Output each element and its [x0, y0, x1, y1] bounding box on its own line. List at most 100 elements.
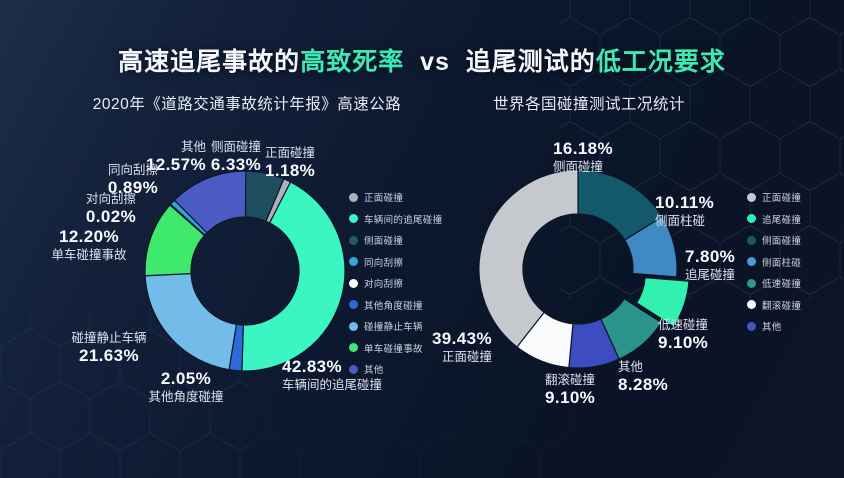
percent-value: 9.10%	[545, 388, 596, 408]
legend-dot-icon	[349, 214, 358, 223]
legend-item: 侧面柱碰	[747, 255, 801, 269]
category-label: 其他	[180, 140, 206, 154]
percent-value: 39.43%	[431, 329, 492, 348]
legend-label: 碰撞静止车辆	[364, 322, 423, 333]
chart-annotation: 翻滚碰撞 9.10%	[545, 372, 595, 408]
donut-segment-车辆间的追尾碰撞	[241, 181, 346, 372]
legend-dot-icon	[349, 278, 358, 288]
legend-item: 碰撞静止车辆	[349, 319, 442, 333]
legend-dot-icon	[349, 192, 358, 202]
left-chart-title: 2020年《道路交通事故统计年报》高速公路	[92, 96, 402, 113]
donut-segment-追尾碰撞	[635, 276, 690, 328]
title-part: vs	[404, 48, 466, 76]
legend-item: 正面碰撞	[349, 190, 442, 204]
percent-value: 12.57%	[145, 155, 206, 175]
legend-dot-icon	[349, 343, 358, 352]
category-label: 翻滚碰撞	[545, 373, 596, 387]
category-label: 其他	[618, 360, 644, 374]
legend-item: 车辆间的追尾碰撞	[349, 212, 442, 226]
hex-region-right	[560, 0, 844, 300]
percent-value: 0.02%	[85, 207, 137, 227]
chart-annotation: 10.11% 侧面柱碰	[655, 193, 714, 229]
category-label: 碰撞静止车辆	[71, 331, 147, 345]
chart-annotation: 碰撞静止车辆 21.63%	[71, 330, 146, 366]
category-label: 对向刮擦	[85, 192, 137, 206]
legend-dot-icon	[349, 300, 358, 309]
hex-region-bottom	[250, 400, 570, 478]
category-label: 同向刮擦	[107, 163, 159, 177]
chart-annotation: 16.18% 侧面碰撞	[553, 139, 613, 175]
chart-annotation: 其他 8.28%	[618, 359, 668, 395]
legend-label: 其他	[762, 322, 782, 333]
legend-label: 正面碰撞	[364, 193, 404, 204]
right-chart-title: 世界各国碰撞测试工况统计	[492, 96, 686, 113]
legend-item: 单车碰撞事故	[349, 341, 442, 355]
donut-chart-0	[144, 170, 346, 372]
legend-dot-icon	[747, 257, 756, 266]
legend-label: 低速碰撞	[762, 279, 802, 290]
category-label: 侧面碰撞	[553, 159, 604, 174]
donut-segment-正面碰撞	[478, 169, 579, 348]
legend-dot-icon	[747, 278, 756, 288]
legend-item: 侧面碰撞	[349, 233, 442, 247]
legend-label: 其他角度碰撞	[364, 300, 423, 312]
percent-value: 42.83%	[282, 357, 343, 376]
legend-item: 同向刮擦	[349, 255, 442, 269]
legend-dot-icon	[349, 235, 358, 245]
chart-annotation: 其他 12.57%	[146, 139, 206, 175]
legend-label: 车辆间的追尾碰撞	[364, 214, 443, 226]
title-part: 高速追尾事故的	[118, 48, 301, 76]
percent-value: 7.80%	[685, 247, 736, 266]
legend-item: 其他	[349, 362, 442, 376]
legend-item: 翻滚碰撞	[747, 298, 801, 312]
title-part: 低工况要求	[595, 48, 726, 76]
legend-label: 翻滚碰撞	[762, 300, 802, 312]
legend-label: 侧面碰撞	[364, 236, 404, 247]
percent-value: 0.89%	[107, 178, 159, 198]
percent-value: 16.18%	[553, 139, 614, 158]
category-label: 追尾碰撞	[685, 267, 736, 282]
percent-value: 21.63%	[78, 346, 140, 366]
legend-dot-icon	[349, 364, 358, 374]
category-label: 正面碰撞	[265, 146, 316, 160]
percent-value: 12.20%	[58, 227, 120, 246]
category-label: 正面碰撞	[441, 349, 492, 364]
legend-label: 对向刮擦	[364, 279, 404, 290]
donut-chart-1	[478, 169, 690, 369]
legend-label: 正面碰撞	[762, 193, 802, 204]
legend-item: 其他角度碰撞	[349, 298, 442, 312]
chart-legend-1: 正面碰撞追尾碰撞侧面碰撞侧面柱碰低速碰撞翻滚碰撞其他	[747, 190, 801, 333]
chart-legend-0: 正面碰撞车辆间的追尾碰撞 侧面碰撞同向刮擦对向刮擦其他角度碰撞 碰撞静止车辆单车碰撞…	[349, 190, 442, 376]
legend-item: 对向刮擦	[349, 276, 442, 290]
legend-item: 低速碰撞	[747, 276, 801, 290]
legend-item: 追尾碰撞	[747, 212, 801, 226]
percent-value: 10.11%	[655, 193, 715, 212]
donut-segment-碰撞静止车辆	[144, 272, 238, 371]
category-label: 侧面碰撞	[210, 140, 262, 154]
legend-label: 同向刮擦	[364, 257, 404, 269]
legend-item: 侧面碰撞	[747, 233, 801, 247]
category-label: 侧面柱碰	[655, 213, 706, 228]
chart-annotation: 同向刮擦 0.89%	[108, 162, 158, 198]
category-label: 车辆间的追尾碰撞	[282, 377, 383, 392]
title-part: 高致死率	[300, 48, 405, 76]
donut-segment-侧面柱碰	[623, 216, 678, 278]
percent-value: 8.28%	[618, 375, 669, 395]
chart-annotation: 低速碰撞 9.10%	[658, 317, 708, 353]
category-label: 单车碰撞事故	[51, 247, 127, 262]
donut-segment-其他	[173, 170, 247, 234]
chart-annotation: 7.80% 追尾碰撞	[685, 247, 735, 283]
chart-annotation: 12.20% 单车碰撞事故	[51, 227, 126, 263]
legend-dot-icon	[747, 300, 756, 309]
legend-item: 正面碰撞	[747, 190, 801, 204]
legend-label: 追尾碰撞	[762, 214, 802, 226]
chart-annotation: 对向刮擦 0.02%	[86, 191, 136, 227]
legend-dot-icon	[747, 192, 756, 202]
category-label: 其他角度碰撞	[148, 389, 224, 404]
chart-annotation: 侧面碰撞 6.33%	[211, 139, 261, 175]
percent-value: 1.18%	[265, 161, 316, 181]
chart-annotation: 39.43% 正面碰撞	[432, 329, 492, 365]
legend-label: 侧面柱碰	[762, 257, 802, 269]
